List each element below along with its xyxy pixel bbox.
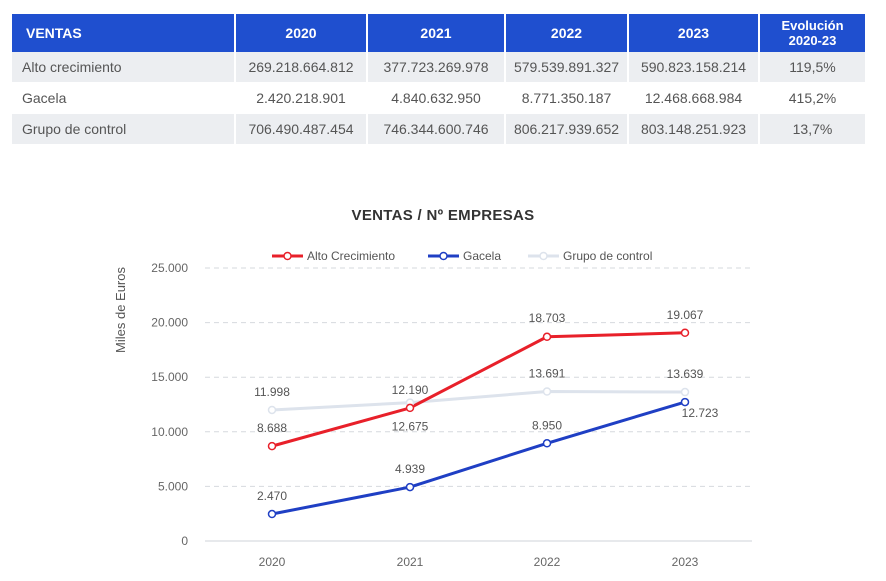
y-tick-label: 15.000: [151, 370, 188, 384]
legend-label: Grupo de control: [563, 249, 652, 263]
table-cell: 377.723.269.978: [368, 52, 504, 83]
table-cell: 8.771.350.187: [506, 83, 627, 114]
x-tick-label: 2023: [672, 555, 699, 569]
data-point: [680, 397, 690, 407]
sales-table: VENTAS 2020 2021 2022 2023 Evolución 202…: [10, 14, 867, 145]
data-point: [542, 387, 552, 396]
data-label: 2.470: [257, 489, 287, 503]
data-point: [542, 332, 552, 342]
row-label: Alto crecimiento: [12, 52, 234, 83]
table-cell-evo: 119,5%: [760, 52, 865, 83]
data-label: 12.675: [392, 420, 429, 434]
table-cell: 706.490.487.454: [236, 114, 366, 145]
series-line-gacela: [270, 400, 687, 516]
series-line-grupo-de-control: [270, 389, 687, 412]
table-cell: 803.148.251.923: [629, 114, 758, 145]
header-2021: 2021: [368, 14, 504, 52]
header-2022: 2022: [506, 14, 627, 52]
data-label: 12.190: [392, 383, 429, 397]
y-axis-label: Miles de Euros: [113, 267, 128, 353]
series-line-alto-crecimiento: [270, 331, 687, 448]
y-tick-label: 20.000: [151, 316, 188, 330]
data-point: [405, 403, 415, 413]
row-label: Gacela: [12, 83, 234, 114]
data-point: [267, 441, 277, 451]
table-cell: 746.344.600.746: [368, 114, 504, 145]
legend-marker: [439, 251, 448, 261]
legend-label: Gacela: [463, 249, 501, 263]
table-cell: 12.468.668.984: [629, 83, 758, 114]
table-row: Gacela 2.420.218.901 4.840.632.950 8.771…: [12, 83, 865, 114]
data-label: 18.703: [529, 311, 566, 325]
header-evolucion-line1: Evolución: [781, 18, 844, 33]
y-tick-label: 5.000: [158, 479, 188, 493]
chart-title: VENTAS / Nº EMPRESAS: [351, 207, 535, 224]
header-evolucion: Evolución 2020-23: [760, 14, 865, 52]
table-row: Grupo de control 706.490.487.454 746.344…: [12, 114, 865, 145]
data-point: [267, 405, 277, 415]
table-cell: 4.840.632.950: [368, 83, 504, 114]
data-label: 12.723: [682, 406, 719, 420]
table-cell: 2.420.218.901: [236, 83, 366, 114]
table-cell: 590.823.158.214: [629, 52, 758, 83]
data-label: 8.950: [532, 418, 562, 432]
legend-marker: [539, 251, 548, 261]
table-cell-evo: 415,2%: [760, 83, 865, 114]
data-label: 4.939: [395, 462, 425, 476]
data-point: [405, 482, 415, 492]
data-label: 13.639: [667, 367, 704, 381]
data-label: 11.998: [254, 385, 290, 399]
y-tick-label: 25.000: [151, 261, 188, 275]
data-point: [267, 509, 277, 519]
data-label: 19.067: [667, 308, 704, 322]
data-point: [542, 439, 552, 448]
x-tick-label: 2021: [397, 555, 424, 569]
data-label: 8.688: [257, 421, 287, 435]
data-point: [680, 328, 690, 338]
table-row: Alto crecimiento 269.218.664.812 377.723…: [12, 52, 865, 83]
data-label: 13.691: [529, 366, 566, 380]
header-evolucion-line2: 2020-23: [788, 33, 837, 48]
y-tick-label: 10.000: [151, 425, 188, 439]
table-cell-evo: 13,7%: [760, 114, 865, 145]
y-tick-label: 0: [181, 534, 188, 548]
data-point: [680, 387, 690, 397]
table-cell: 579.539.891.327: [506, 52, 627, 83]
row-label: Grupo de control: [12, 114, 234, 145]
x-tick-label: 2022: [534, 555, 561, 569]
header-ventas: VENTAS: [12, 14, 234, 52]
x-tick-label: 2020: [259, 555, 286, 569]
legend-label: Alto Crecimiento: [307, 249, 395, 263]
legend-marker: [283, 251, 292, 261]
table-cell: 806.217.939.652: [506, 114, 627, 145]
table-cell: 269.218.664.812: [236, 52, 366, 83]
table-header-row: VENTAS 2020 2021 2022 2023 Evolución 202…: [12, 14, 865, 52]
header-2020: 2020: [236, 14, 366, 52]
header-2023: 2023: [629, 14, 758, 52]
